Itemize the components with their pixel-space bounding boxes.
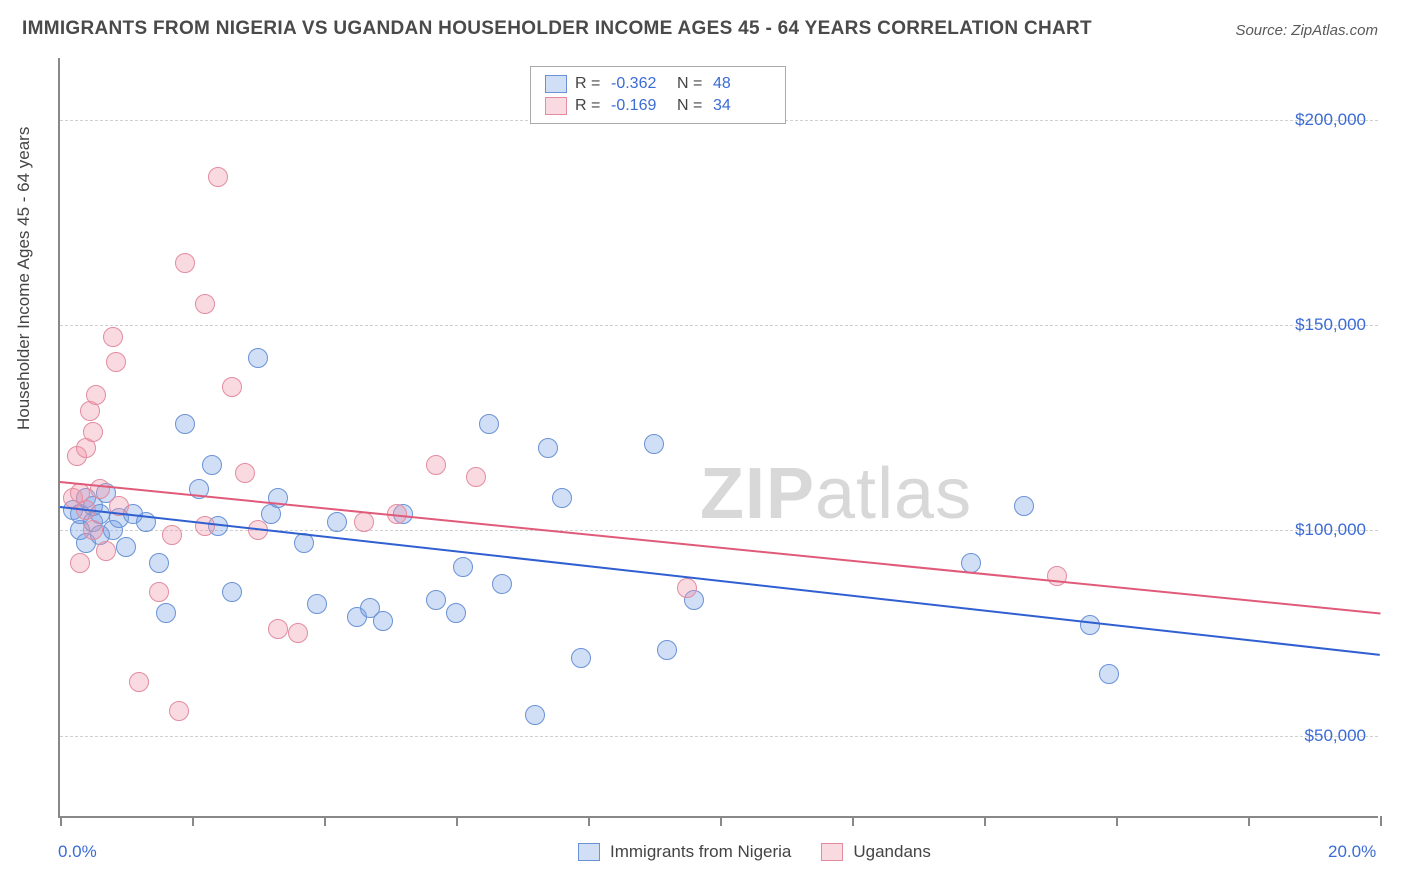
data-point-uganda [268, 619, 288, 639]
data-point-nigeria [479, 414, 499, 434]
data-point-nigeria [525, 705, 545, 725]
data-point-uganda [354, 512, 374, 532]
data-point-nigeria [222, 582, 242, 602]
data-point-nigeria [453, 557, 473, 577]
x-tick [720, 816, 722, 826]
y-tick-label: $150,000 [1295, 315, 1366, 335]
data-point-nigeria [538, 438, 558, 458]
data-point-nigeria [202, 455, 222, 475]
data-point-uganda [288, 623, 308, 643]
x-tick [1380, 816, 1382, 826]
data-point-nigeria [657, 640, 677, 660]
swatch-icon [821, 843, 843, 861]
data-point-nigeria [175, 414, 195, 434]
swatch-icon [545, 97, 567, 115]
legend-item-uganda: Ugandans [821, 842, 931, 862]
x-tick [324, 816, 326, 826]
x-tick [60, 816, 62, 826]
data-point-uganda [129, 672, 149, 692]
data-point-nigeria [446, 603, 466, 623]
n-value: 48 [713, 75, 771, 93]
r-value: -0.362 [611, 75, 669, 93]
x-tick [984, 816, 986, 826]
data-point-nigeria [571, 648, 591, 668]
x-tick [1248, 816, 1250, 826]
data-point-uganda [169, 701, 189, 721]
n-value: 34 [713, 97, 771, 115]
data-point-uganda [222, 377, 242, 397]
data-point-uganda [195, 294, 215, 314]
grid-line [60, 736, 1378, 737]
data-point-nigeria [327, 512, 347, 532]
chart-title: IMMIGRANTS FROM NIGERIA VS UGANDAN HOUSE… [22, 18, 1092, 40]
data-point-nigeria [492, 574, 512, 594]
data-point-uganda [96, 541, 116, 561]
swatch-icon [545, 75, 567, 93]
data-point-uganda [106, 352, 126, 372]
legend-label: Immigrants from Nigeria [610, 842, 791, 862]
x-tick [588, 816, 590, 826]
data-point-uganda [195, 516, 215, 536]
plot-area: $50,000 $100,000 $150,000 $200,000 ZIPatlas R… [58, 58, 1378, 818]
data-point-uganda [235, 463, 255, 483]
data-point-uganda [466, 467, 486, 487]
data-point-uganda [175, 253, 195, 273]
correlation-row-nigeria: R = -0.362 N = 48 [545, 73, 771, 95]
data-point-uganda [90, 479, 110, 499]
data-point-uganda [162, 525, 182, 545]
r-value: -0.169 [611, 97, 669, 115]
source-label: Source: ZipAtlas.com [1235, 22, 1378, 39]
x-tick [852, 816, 854, 826]
r-label: R = [575, 75, 603, 93]
data-point-uganda [83, 520, 103, 540]
data-point-nigeria [149, 553, 169, 573]
trend-line-nigeria [60, 506, 1380, 656]
y-axis-title: Householder Income Ages 45 - 64 years [14, 127, 34, 430]
data-point-uganda [70, 553, 90, 573]
x-tick [1116, 816, 1118, 826]
data-point-nigeria [248, 348, 268, 368]
legend-bottom: Immigrants from Nigeria Ugandans [578, 842, 931, 862]
x-axis-min-label: 0.0% [58, 842, 97, 862]
data-point-nigeria [644, 434, 664, 454]
data-point-nigeria [307, 594, 327, 614]
data-point-uganda [426, 455, 446, 475]
data-point-nigeria [156, 603, 176, 623]
data-point-nigeria [1080, 615, 1100, 635]
x-axis-max-label: 20.0% [1328, 842, 1376, 862]
data-point-nigeria [1099, 664, 1119, 684]
trend-line-uganda [60, 481, 1380, 614]
correlation-row-uganda: R = -0.169 N = 34 [545, 95, 771, 117]
data-point-nigeria [426, 590, 446, 610]
legend-item-nigeria: Immigrants from Nigeria [578, 842, 791, 862]
data-point-uganda [677, 578, 697, 598]
swatch-icon [578, 843, 600, 861]
x-tick [456, 816, 458, 826]
data-point-nigeria [1014, 496, 1034, 516]
data-point-uganda [149, 582, 169, 602]
data-point-nigeria [116, 537, 136, 557]
y-tick-label: $50,000 [1305, 726, 1366, 746]
legend-label: Ugandans [853, 842, 931, 862]
data-point-uganda [208, 167, 228, 187]
data-point-uganda [83, 422, 103, 442]
y-tick-label: $200,000 [1295, 110, 1366, 130]
watermark: ZIPatlas [700, 453, 972, 535]
n-label: N = [677, 97, 705, 115]
grid-line [60, 325, 1378, 326]
data-point-uganda [86, 385, 106, 405]
x-tick [192, 816, 194, 826]
correlation-legend: R = -0.362 N = 48 R = -0.169 N = 34 [530, 66, 786, 124]
n-label: N = [677, 75, 705, 93]
chart-container: IMMIGRANTS FROM NIGERIA VS UGANDAN HOUSE… [0, 0, 1406, 892]
r-label: R = [575, 97, 603, 115]
data-point-nigeria [552, 488, 572, 508]
y-tick-label: $100,000 [1295, 520, 1366, 540]
data-point-nigeria [373, 611, 393, 631]
data-point-uganda [103, 327, 123, 347]
